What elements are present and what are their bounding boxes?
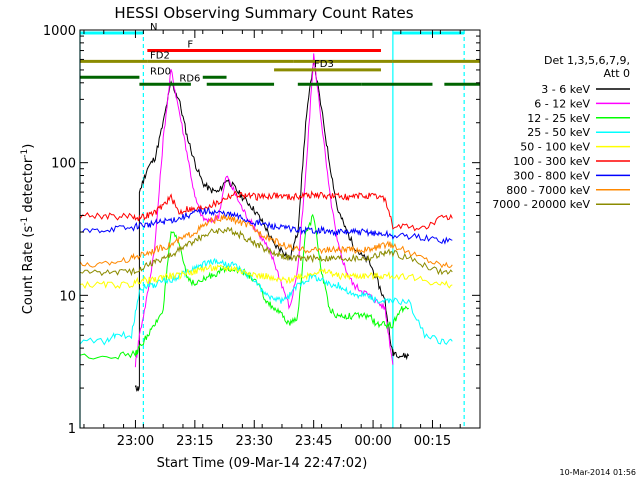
legend-label-12-25-kev: 12 - 25 keV xyxy=(527,112,590,125)
legend-label-25-50-kev: 25 - 50 keV xyxy=(527,126,590,139)
series-lines xyxy=(79,53,453,392)
flag-label-rd6: RD6 xyxy=(179,73,200,84)
series-line-25-50-kev xyxy=(79,257,453,346)
flag-bars: N F FD2 FD3 RD0 RD6 xyxy=(80,22,480,86)
chart-title: HESSI Observing Summary Count Rates xyxy=(114,4,413,22)
legend-label-100-300-kev: 100 - 300 keV xyxy=(513,155,590,168)
flag-label-rd0: RD0 xyxy=(150,66,171,77)
series-line-7000-20000-kev xyxy=(79,226,453,277)
y-tick-label-1: 1 xyxy=(68,422,76,437)
legend-label-50-100-kev: 50 - 100 keV xyxy=(520,141,590,154)
y-axis-label-part-3: ) xyxy=(21,144,36,149)
x-tick-label: 23:00 xyxy=(117,434,154,449)
y-axis-label-exp-2: -1 xyxy=(20,149,30,158)
flag-label-f: F xyxy=(187,40,193,51)
generation-timestamp: 10-Mar-2014 01:56 xyxy=(560,468,637,477)
legend-header-attenuator: Att 0 xyxy=(604,67,630,80)
series-line-100-300-kev xyxy=(79,190,453,232)
x-tick-label: 23:30 xyxy=(236,434,273,449)
legend-header-detectors: Det 1,3,5,6,7,9, xyxy=(544,54,630,67)
x-axis: 23:00 23:15 23:30 23:45 00:00 00:15 xyxy=(83,30,461,449)
x-axis-label: Start Time (09-Mar-14 22:47:02) xyxy=(157,456,368,471)
legend-label-3-6-kev: 3 - 6 keV xyxy=(541,83,590,96)
y-axis-label: Count Rate (s-1 detector-1) xyxy=(20,144,36,315)
series-line-300-800-kev xyxy=(80,207,453,245)
legend-label-300-800-kev: 300 - 800 keV xyxy=(513,169,590,182)
legend-label-6-12-kev: 6 - 12 keV xyxy=(534,97,590,110)
legend-label-800-7000-kev: 800 - 7000 keV xyxy=(506,184,590,197)
series-line-800-7000-kev xyxy=(79,213,453,269)
flag-label-fd2: FD2 xyxy=(150,50,170,61)
plot-frame xyxy=(79,29,481,429)
flag-label-fd3: FD3 xyxy=(314,59,334,70)
flag-label-n: N xyxy=(150,22,157,33)
x-tick-label: 23:15 xyxy=(176,434,213,449)
x-tick-label: 00:00 xyxy=(354,434,391,449)
legend-label-7000-20000-kev: 7000 - 20000 keV xyxy=(492,198,590,211)
x-tick-label: 00:15 xyxy=(414,434,451,449)
y-tick-label-10: 10 xyxy=(59,289,76,304)
y-tick-label-1000: 1000 xyxy=(43,24,76,39)
series-line-50-100-kev xyxy=(79,264,453,289)
y-axis-label-part-1: Count Rate (s xyxy=(21,226,36,315)
y-axis: 1 10 100 1000 xyxy=(43,24,480,437)
x-tick-label: 23:45 xyxy=(295,434,332,449)
y-axis-label-exp-1: -1 xyxy=(20,217,30,226)
y-axis-label-part-2: detector xyxy=(21,157,36,217)
y-tick-label-100: 100 xyxy=(51,157,76,172)
